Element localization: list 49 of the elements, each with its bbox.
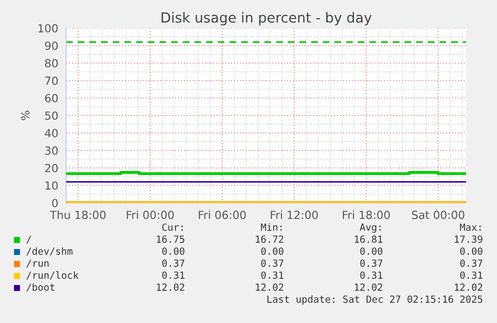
text: 12.02 <box>156 283 184 291</box>
legend-label: /run <box>26 260 49 268</box>
x-tick-label: Fri 12:00 <box>270 210 318 220</box>
y-tick-label: 10 <box>46 181 58 190</box>
y-tick-label: 50 <box>45 111 58 120</box>
text: 0.00 <box>261 247 284 255</box>
y-tick-label: 30 <box>45 146 58 155</box>
text: 0.31 <box>360 271 382 279</box>
text: 12.02 <box>256 283 284 291</box>
text: 0.37 <box>261 259 284 267</box>
text: 0.00 <box>460 247 482 255</box>
legend-label: /run/lock <box>26 271 79 280</box>
y-tick-label: 40 <box>44 128 58 138</box>
y-tick-label: 70 <box>45 76 58 85</box>
text: Min: <box>260 223 282 231</box>
text: Max: <box>460 224 481 231</box>
text: 16.75 <box>156 235 184 243</box>
y-tick-label: 100 <box>38 24 58 32</box>
y-tick-label: 80 <box>45 59 58 68</box>
y-tick-label: 20 <box>45 164 58 172</box>
text: 0.00 <box>360 247 382 255</box>
x-tick-label: Thu 18:00 <box>50 210 106 220</box>
text: 0.37 <box>162 259 184 267</box>
y-tick-label: 0 <box>52 198 58 208</box>
text: 12.02 <box>354 283 382 291</box>
x-tick-label: Fri 00:00 <box>126 210 174 220</box>
chart-title: Disk usage in percent - by day <box>162 12 372 26</box>
y-tick-label: 60 <box>45 94 58 102</box>
text: 0.31 <box>460 271 482 279</box>
text: Last update: Sat Dec 27 02:15:16 2025 <box>267 295 482 305</box>
text: 0.37 <box>460 259 482 267</box>
text: 16.81 <box>354 235 382 243</box>
text: Avg: <box>360 224 381 233</box>
x-tick-label: Sat 00:00 <box>412 210 464 220</box>
text: 0.31 <box>261 271 284 279</box>
text: 17.39 <box>454 235 482 243</box>
legend-label: / <box>26 236 32 244</box>
x-tick-label: Fri 06:00 <box>198 210 246 220</box>
y-tick-label: 90 <box>45 42 58 50</box>
y-axis-title: % <box>21 110 30 120</box>
text: 12.02 <box>454 283 482 291</box>
legend-label: /boot <box>26 283 54 292</box>
text: 16.72 <box>256 235 284 243</box>
text: 0.31 <box>162 271 184 279</box>
legend-label: /dev/shm <box>26 247 72 256</box>
text: 0.00 <box>162 247 184 255</box>
x-tick-label: Fri 18:00 <box>342 210 390 220</box>
text: Cur: <box>162 223 183 231</box>
text: 0.37 <box>360 259 382 267</box>
